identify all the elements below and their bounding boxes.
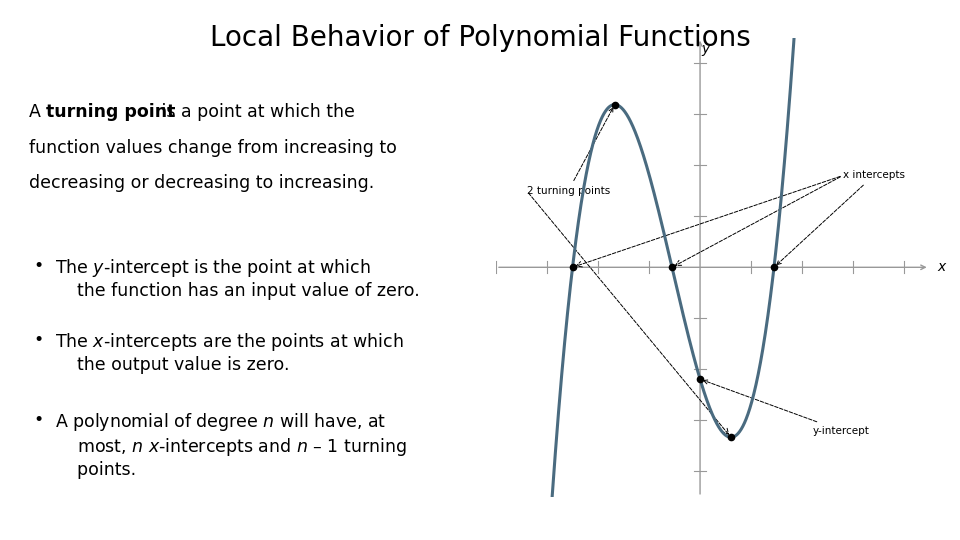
Text: The $x$-intercepts are the points at which
    the output value is zero.: The $x$-intercepts are the points at whi… <box>56 332 404 374</box>
Text: •: • <box>34 257 44 275</box>
Text: A: A <box>29 103 46 121</box>
Text: decreasing or decreasing to increasing.: decreasing or decreasing to increasing. <box>29 174 374 192</box>
Text: y-intercept: y-intercept <box>704 380 869 435</box>
Text: The $y$-intercept is the point at which
    the function has an input value of z: The $y$-intercept is the point at which … <box>56 257 420 300</box>
Text: function values change from increasing to: function values change from increasing t… <box>29 139 396 157</box>
Text: is a point at which the: is a point at which the <box>156 103 355 121</box>
Text: $y$: $y$ <box>701 43 711 58</box>
Text: x intercepts: x intercepts <box>777 171 905 265</box>
Text: •: • <box>34 411 44 429</box>
Text: A polynomial of degree $n$ will have, at
    most, $n$ $x$-intercepts and $n$ – : A polynomial of degree $n$ will have, at… <box>56 411 407 479</box>
Text: Local Behavior of Polynomial Functions: Local Behavior of Polynomial Functions <box>209 24 751 52</box>
Text: 2 turning points: 2 turning points <box>527 108 612 196</box>
Text: $x$: $x$ <box>937 260 948 274</box>
Text: •: • <box>34 332 44 349</box>
Text: turning point: turning point <box>46 103 175 121</box>
